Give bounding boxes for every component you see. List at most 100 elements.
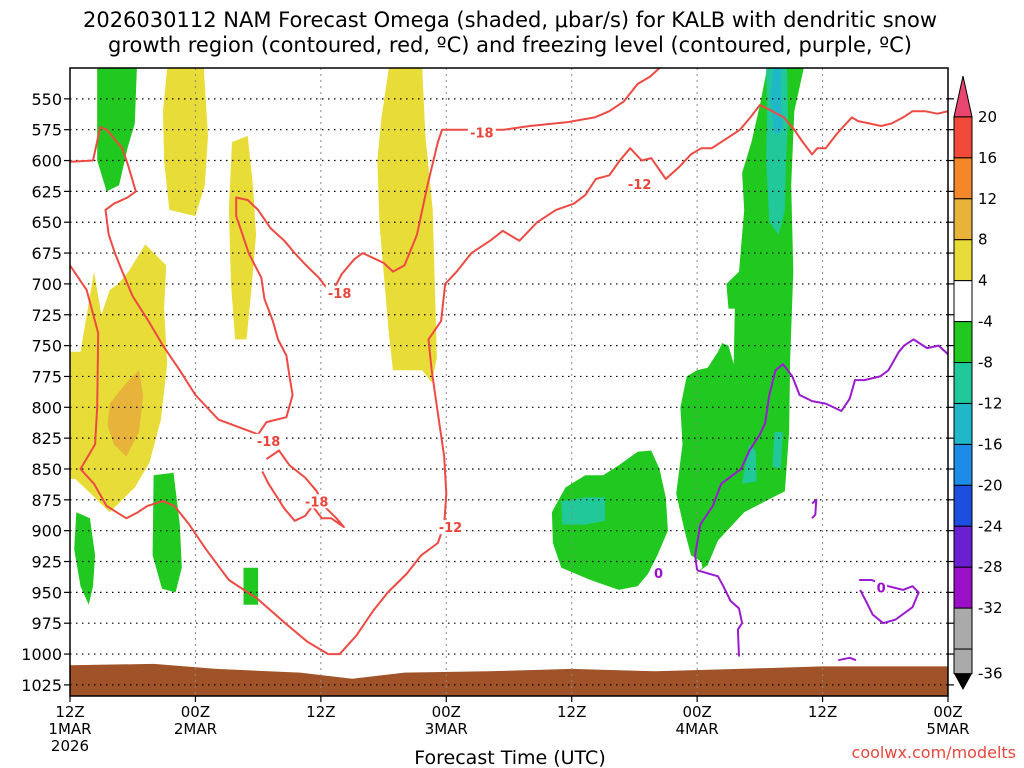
minus12-contour-line xyxy=(70,104,948,656)
colorbar-segment xyxy=(953,443,973,486)
y-tick-label: 725 xyxy=(31,306,62,325)
colorbar-segment xyxy=(953,566,973,609)
x-tick-label: 1MAR xyxy=(48,720,91,738)
colorbar-tick-label: 8 xyxy=(978,231,988,249)
x-tick-label: 00Z xyxy=(933,703,962,721)
colorbar-tick-label: 16 xyxy=(978,149,997,167)
colorbar: 20 16 12 8 4 -4 -8 -12 -16 -20 -24 -28 -32 -36 xyxy=(953,75,1003,690)
colorbar-segment xyxy=(953,116,973,159)
contour-label-bg xyxy=(325,285,354,300)
x-tick-label: 3MAR xyxy=(425,720,468,738)
contour-label-bg xyxy=(625,177,654,192)
omega-region xyxy=(551,450,668,590)
x-tick-label: 12Z xyxy=(55,703,84,721)
omega-region xyxy=(243,567,259,605)
y-tick-label: 700 xyxy=(31,275,62,294)
contour-label: 0 xyxy=(654,567,663,582)
colorbar-tick-label: -12 xyxy=(978,394,1003,412)
colorbar-tick-label: -8 xyxy=(978,354,993,372)
y-tick-label: 925 xyxy=(31,553,62,572)
x-tick-label: 12Z xyxy=(306,703,335,721)
contour-label-bg xyxy=(875,580,888,595)
y-tick-label: 675 xyxy=(31,244,62,263)
terrain-fill xyxy=(70,663,948,696)
colorbar-segment xyxy=(953,198,973,241)
freezing-level-contour xyxy=(811,498,818,519)
y-tick-label: 900 xyxy=(31,522,62,541)
x-tick-label: 12Z xyxy=(557,703,586,721)
freezing-level-contour xyxy=(838,656,857,662)
plot-inner: -18 -18 -12 -18 -18 -12 0 0 xyxy=(70,68,948,696)
chart-title-line1: 2026030112 NAM Forecast Omega (shaded, μ… xyxy=(83,8,937,32)
colorbar-tick-label: -16 xyxy=(978,435,1003,453)
colorbar-tick-label: -20 xyxy=(978,476,1003,494)
y-tick-label: 625 xyxy=(31,182,62,201)
omega-region xyxy=(74,512,96,605)
colorbar-segment xyxy=(953,280,973,323)
contour-label-bg xyxy=(467,125,496,140)
colorbar-segment xyxy=(953,157,973,200)
x-tick-label: 4MAR xyxy=(676,720,719,738)
y-tick-label: 950 xyxy=(31,583,62,602)
colorbar-tick-label: 12 xyxy=(978,190,997,208)
colorbar-segment xyxy=(953,484,973,527)
contour-label: -18 xyxy=(305,495,329,510)
credit-text: coolwx.com/modelts xyxy=(852,743,1016,762)
colorbar-tick-label: -32 xyxy=(978,599,1003,617)
contour-label: -18 xyxy=(257,435,281,450)
omega-region xyxy=(742,444,757,484)
colorbar-top-arrow xyxy=(953,75,973,118)
colorbar-segment xyxy=(953,525,973,568)
y-tick-label: 825 xyxy=(31,429,62,448)
y-tick-label: 550 xyxy=(31,90,62,109)
contour-label: -12 xyxy=(439,521,463,536)
dgz-contour-line xyxy=(70,68,661,436)
contour-label-bg xyxy=(254,433,283,448)
colorbar-tick-label: -28 xyxy=(978,558,1003,576)
omega-region xyxy=(163,68,208,217)
contour-label: -12 xyxy=(628,178,652,193)
y-tick-label: 850 xyxy=(31,460,62,479)
y-tick-label: 650 xyxy=(31,213,62,232)
y-tick-label: 875 xyxy=(31,491,62,510)
freezing-level-contour xyxy=(694,338,948,571)
omega-region xyxy=(107,370,144,457)
dgz-contour-line xyxy=(261,449,345,528)
contour-label: 0 xyxy=(877,582,886,597)
x-tick-label: 00Z xyxy=(181,703,210,721)
contour-label-bg xyxy=(436,520,465,535)
x-tick-label: 5MAR xyxy=(926,720,969,738)
contour-label: -18 xyxy=(470,126,494,141)
colorbar-segment xyxy=(953,239,973,282)
y-tick-label: 1000 xyxy=(21,645,62,664)
omega-region xyxy=(152,472,182,593)
omega-region xyxy=(377,68,437,383)
colorbar-segment xyxy=(953,402,973,445)
y-tick-label: 1025 xyxy=(21,676,62,695)
omega-region xyxy=(561,497,606,525)
freezing-level-contour xyxy=(859,579,920,625)
plot-frame xyxy=(69,67,949,697)
colorbar-tick-label: 4 xyxy=(978,272,988,290)
chart-title-line2: growth region (contoured, red, ºC) and f… xyxy=(108,33,912,57)
colorbar-tick-label: -4 xyxy=(978,313,993,331)
y-tick-label: 775 xyxy=(31,367,62,386)
x-tick-label: 2026 xyxy=(51,737,89,755)
y-tick-label: 600 xyxy=(31,152,62,171)
omega-region xyxy=(772,432,783,469)
x-axis-label: Forecast Time (UTC) xyxy=(414,747,605,768)
x-tick-label: 00Z xyxy=(432,703,461,721)
y-tick-label: 750 xyxy=(31,337,62,356)
contour-label: -18 xyxy=(328,287,352,302)
y-tick-label: 975 xyxy=(31,614,62,633)
colorbar-segment xyxy=(953,321,973,364)
plot-area: -18 -18 -12 -18 -18 -12 0 0 550 575 600 625 650 675 70… xyxy=(21,67,970,755)
contour-label-bg xyxy=(652,565,665,580)
colorbar-tick-label: -24 xyxy=(978,517,1003,535)
colorbar-bottom-arrow xyxy=(954,673,972,690)
omega-region xyxy=(770,68,783,136)
y-tick-label: 575 xyxy=(31,121,62,140)
y-tick-label: 800 xyxy=(31,398,62,417)
colorbar-segment xyxy=(953,607,973,650)
